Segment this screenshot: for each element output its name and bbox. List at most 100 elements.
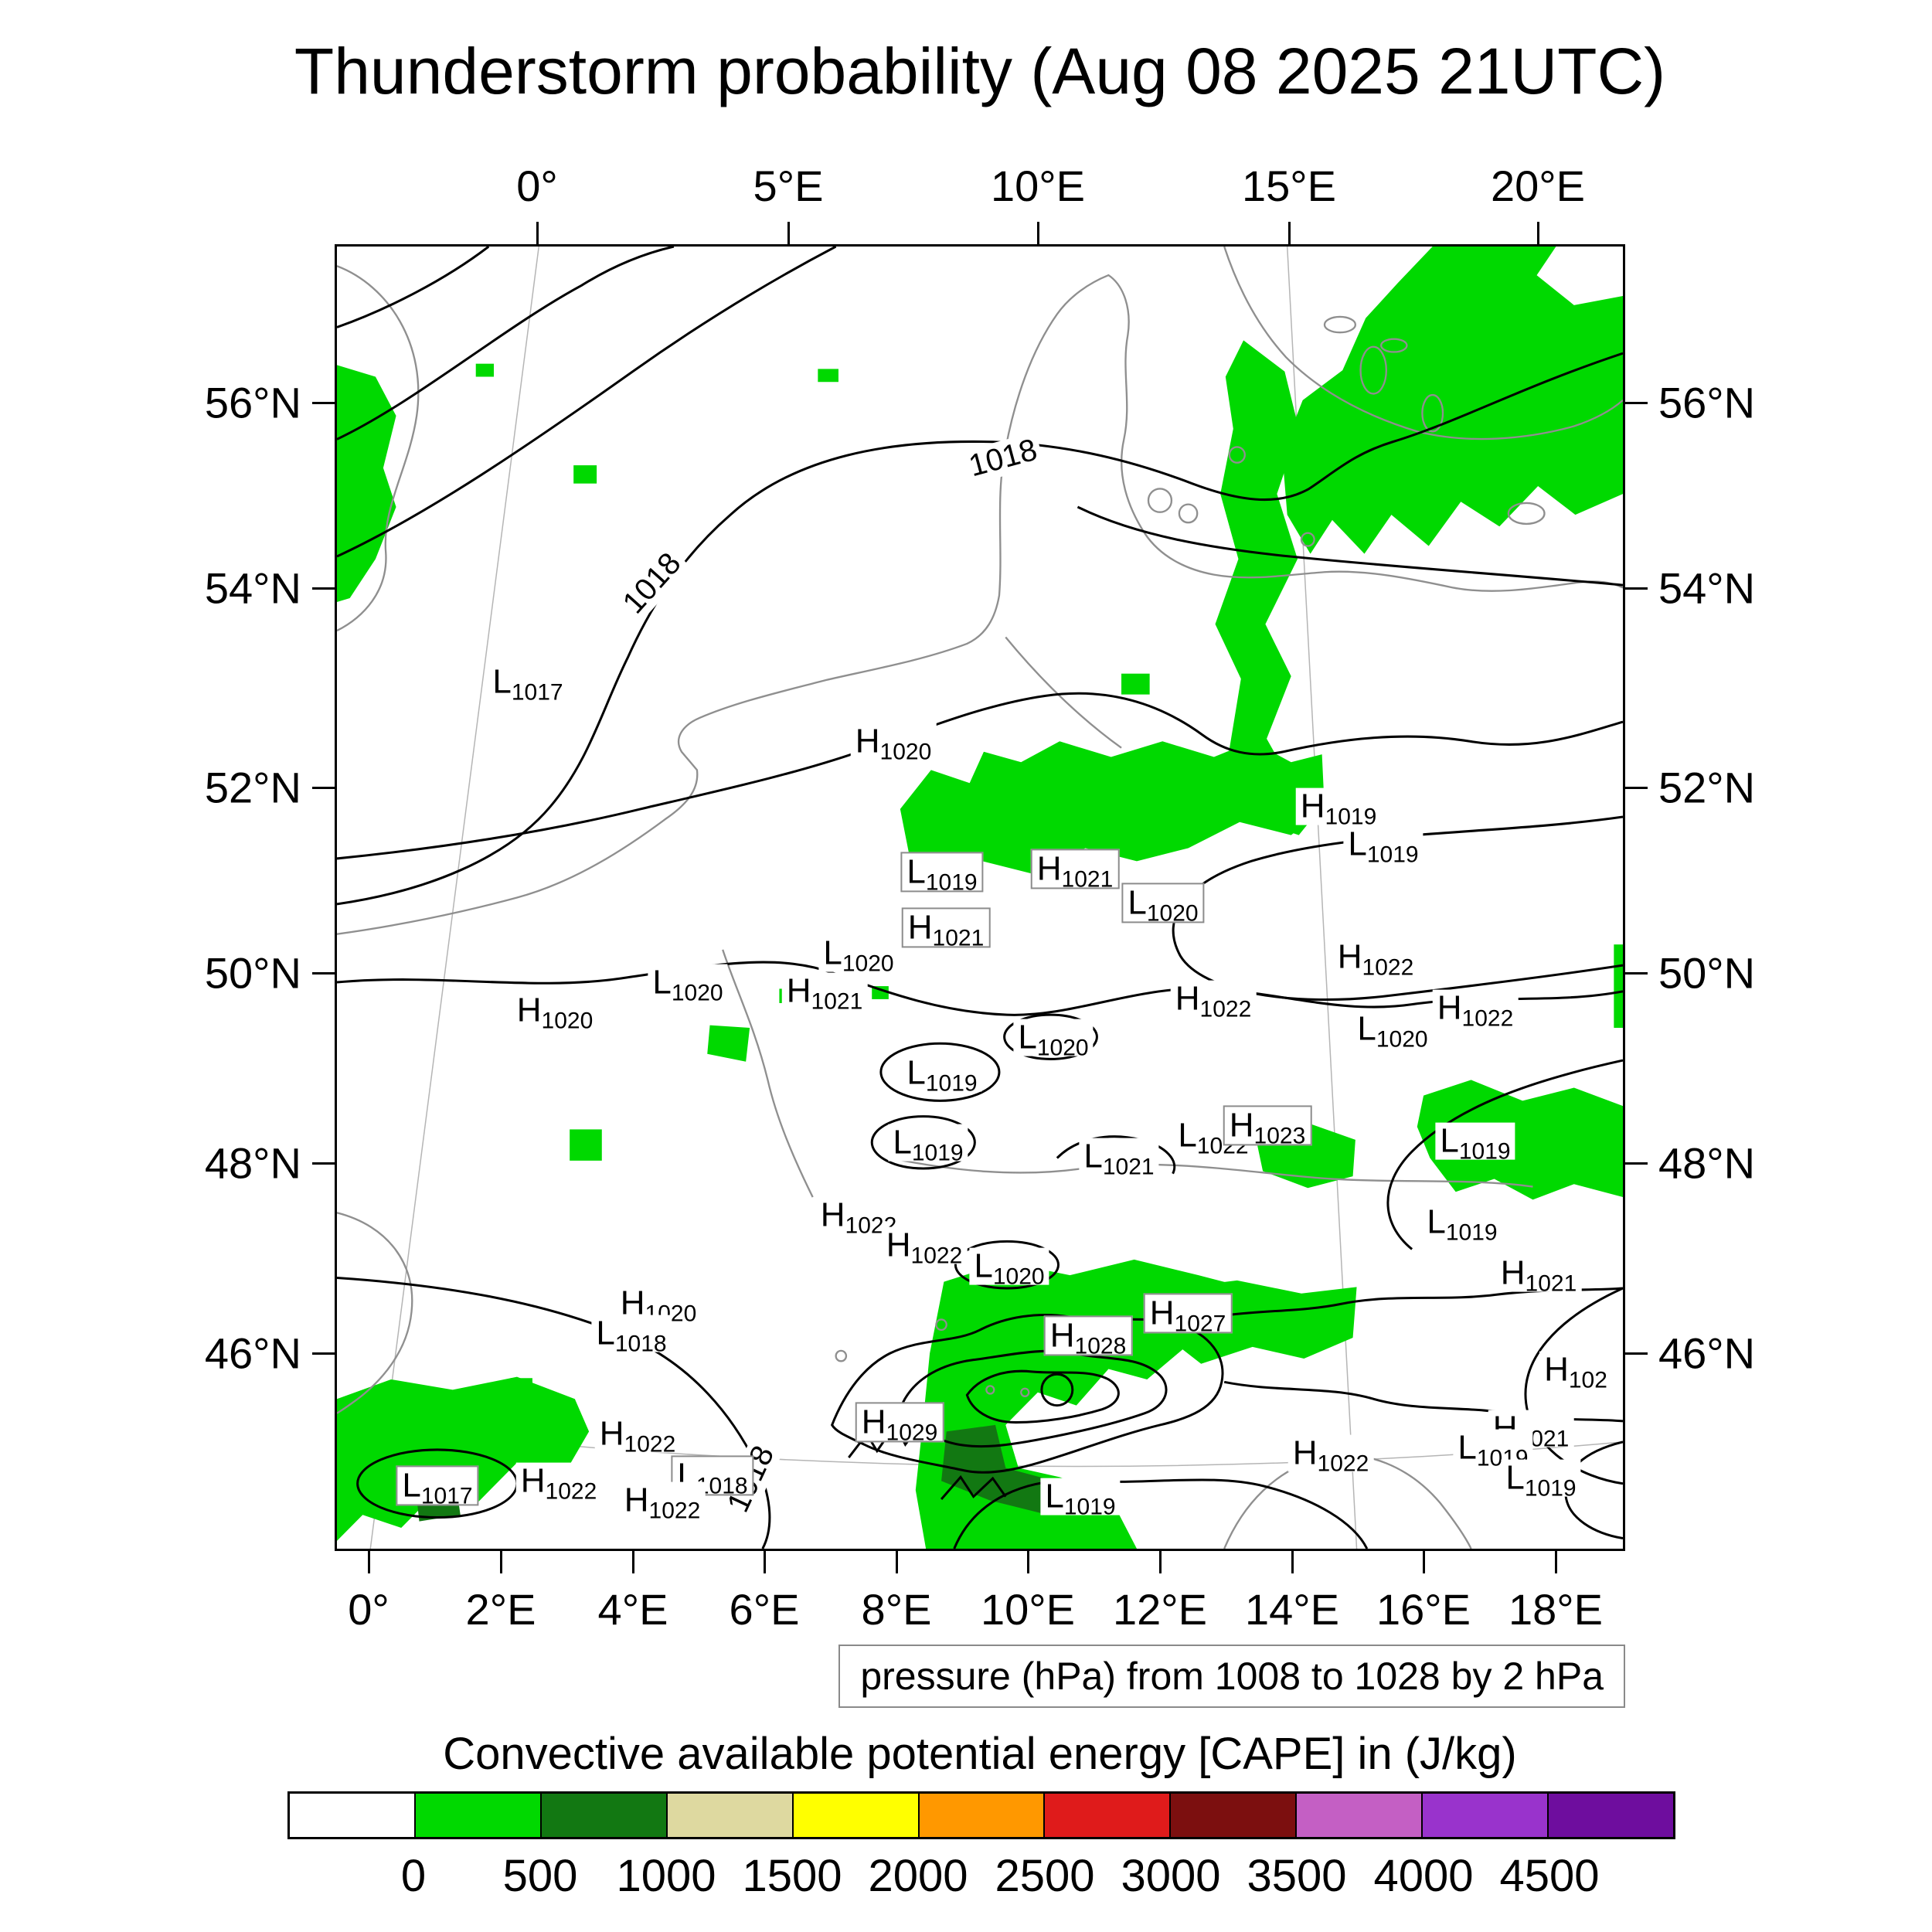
pressure-center-label: H102	[1539, 1351, 1612, 1392]
pressure-center-value: 1019	[1445, 1219, 1498, 1246]
tick-mark	[1625, 1162, 1648, 1165]
colorbar-tick-label: 3500	[1247, 1851, 1347, 1901]
pressure-center-letter: L	[1440, 1121, 1459, 1160]
tick-mark	[1536, 222, 1539, 244]
bottom-axis-label: 16°E	[1376, 1585, 1471, 1634]
pressure-center-letter: L	[402, 1466, 421, 1505]
colorbar-segment	[1171, 1794, 1298, 1837]
pressure-center-label: H1022	[1287, 1434, 1374, 1475]
top-axis-label: 5°E	[753, 162, 824, 210]
pressure-center-letter: H	[516, 991, 542, 1029]
tick-mark	[312, 1352, 335, 1355]
pressure-center-value: 1020	[671, 980, 723, 1006]
pressure-center-letter: H	[1149, 1294, 1175, 1332]
pressure-center-letter: H	[861, 1403, 886, 1441]
pressure-center-value: 1022	[1317, 1451, 1369, 1477]
tick-mark	[1287, 222, 1291, 244]
pressure-center-value: 1019	[925, 869, 978, 896]
colorbar-segment	[1045, 1794, 1172, 1837]
bottom-axis-label: 8°E	[861, 1585, 932, 1634]
pressure-center-letter: H	[624, 1481, 649, 1519]
pressure-center-label: H1020	[850, 723, 937, 764]
pressure-center-value: 1019	[1063, 1494, 1116, 1520]
bottom-axis-label: 14°E	[1244, 1585, 1340, 1634]
pressure-center-letter: L	[1018, 1018, 1037, 1056]
tick-mark	[895, 1551, 898, 1573]
pressure-center-value: 1019	[911, 1140, 964, 1166]
pressure-center-value: 1021	[1525, 1270, 1577, 1297]
pressure-center-label: H1022	[515, 1461, 602, 1503]
tick-mark	[1291, 1551, 1294, 1573]
pressure-center-label: L1020	[1352, 1009, 1433, 1051]
pressure-center-value: 1020	[842, 951, 894, 977]
pressure-center-value: 1020	[1146, 900, 1199, 927]
tick-mark	[1625, 786, 1648, 789]
top-axis-label: 20°E	[1490, 162, 1586, 210]
pressure-center-value: 1022	[545, 1478, 597, 1505]
colorbar-segment	[793, 1794, 920, 1837]
colorbar-segment	[415, 1794, 542, 1837]
colorbar-segment	[919, 1794, 1046, 1837]
left-axis-label: 48°N	[204, 1138, 301, 1188]
pressure-center-label: L1020	[1013, 1018, 1094, 1060]
pressure-center-label: L1019	[1501, 1458, 1581, 1500]
pressure-center-letter: L	[1357, 1009, 1376, 1048]
tick-mark	[312, 971, 335, 975]
colorbar-tick-label: 3000	[1121, 1851, 1221, 1901]
colorbar-segment	[541, 1794, 668, 1837]
colorbar-ticks: 0 500 1000 1500 2000 2500 3000 3500 4000…	[287, 1850, 1675, 1912]
colorbar-tick-label: 0	[400, 1851, 427, 1901]
left-axis-label: 52°N	[204, 763, 301, 812]
pressure-center-value: 1021	[932, 925, 985, 951]
pressure-center-label: L1019	[1435, 1121, 1515, 1163]
pressure-center-label: L1019	[1343, 825, 1423, 866]
pressure-center-letter: L	[652, 963, 672, 1002]
pressure-center-letter: L	[906, 1053, 926, 1092]
tick-mark	[499, 1551, 502, 1573]
pressure-center-value: 1017	[511, 679, 563, 706]
pressure-center-letter: H	[620, 1284, 645, 1322]
pressure-center-label: H1021	[1495, 1253, 1582, 1295]
pressure-center-value: 1027	[1174, 1311, 1226, 1337]
pressure-center-label: H1020	[512, 991, 598, 1032]
pressure-center-letter: H	[520, 1461, 546, 1500]
right-axis-label: 54°N	[1658, 563, 1756, 613]
colorbar-title: Convective available potential energy [C…	[443, 1729, 1517, 1779]
cape-fill-layer	[337, 247, 1623, 1549]
pressure-center-letter: L	[1045, 1477, 1064, 1515]
tick-mark	[787, 222, 790, 244]
pressure-center-label: H1022	[619, 1481, 706, 1522]
pressure-center-letter: L	[1505, 1458, 1525, 1497]
colorbar-tick-label: 2000	[868, 1851, 968, 1901]
pressure-center-letter: H	[1500, 1253, 1526, 1292]
pressure-center-label: H1022	[881, 1226, 968, 1267]
left-axis-label: 56°N	[204, 378, 301, 427]
pressure-center-label: H1019	[1295, 787, 1382, 828]
pressure-center-letter: H	[1036, 849, 1062, 888]
pressure-center-value: 1017	[420, 1483, 473, 1509]
pressure-center-label: L1018	[591, 1315, 672, 1355]
bottom-axis-label: 2°E	[465, 1585, 536, 1634]
pressure-center-letter: H	[599, 1414, 624, 1453]
pressure-center-value: 1019	[1524, 1475, 1577, 1502]
pressure-center-letter: H	[786, 971, 811, 1010]
colorbar-segment	[290, 1794, 416, 1837]
pressure-center-value: 1022	[910, 1243, 963, 1269]
pressure-center-value: 1020	[879, 739, 932, 765]
right-axis-label: 56°N	[1658, 378, 1756, 427]
pressure-center-value: 1020	[1036, 1035, 1089, 1061]
pressure-center-value: 1018	[614, 1331, 667, 1357]
top-axis-label: 10°E	[990, 162, 1086, 210]
colorbar-segment	[667, 1794, 794, 1837]
pressure-center-value: 1019	[1458, 1138, 1511, 1165]
tick-mark	[312, 587, 335, 590]
pressure-center-letter: H	[820, 1196, 845, 1234]
pressure-center-letter: L	[974, 1247, 993, 1285]
tick-mark	[1554, 1551, 1557, 1573]
pressure-center-label: L1021	[1079, 1138, 1159, 1179]
page-title: Thunderstorm probability (Aug 08 2025 21…	[294, 35, 1666, 107]
pressure-center-label: H1021	[781, 971, 868, 1013]
pressure-center-value: 1022	[624, 1431, 676, 1458]
pressure-center-label: L1020	[818, 934, 899, 975]
pressure-note: pressure (hPa) from 1008 to 1028 by 2 hP…	[838, 1645, 1625, 1708]
